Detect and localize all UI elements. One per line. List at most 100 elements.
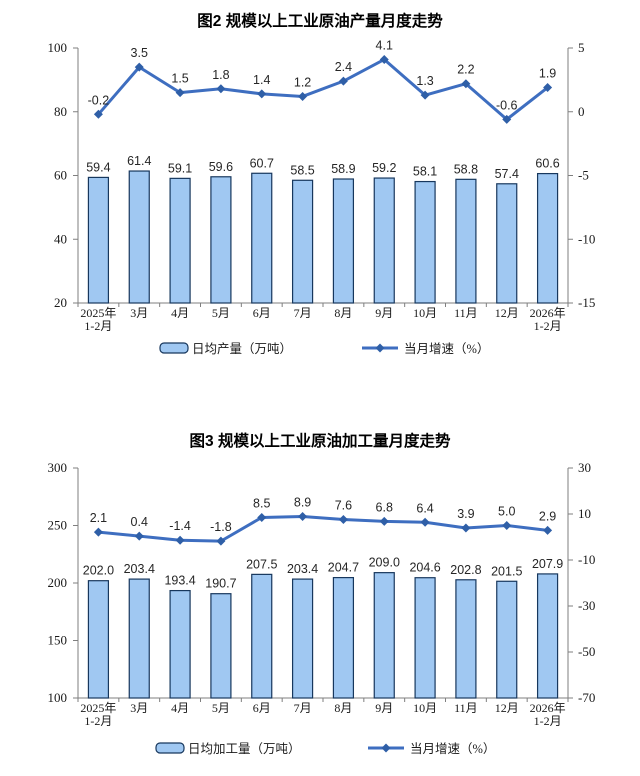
line-marker-icon bbox=[175, 535, 185, 545]
line-marker-icon bbox=[134, 62, 144, 72]
line-marker-icon bbox=[257, 89, 267, 99]
x-category-label: 10月 bbox=[413, 701, 437, 715]
figure3-title: 图3 规模以上工业原油加工量月度走势 bbox=[190, 431, 451, 450]
bar-value-label: 209.0 bbox=[369, 556, 400, 570]
x-category-label: 12月 bbox=[495, 306, 519, 320]
line-value-label: 4.1 bbox=[376, 38, 393, 52]
bar-value-label: 58.5 bbox=[290, 163, 314, 177]
bar bbox=[536, 573, 559, 699]
bar bbox=[332, 576, 355, 699]
figure3-chart-svg: 图3 规模以上工业原油加工量月度走势 300 250 200 150 100 30 10 -1… bbox=[48, 431, 596, 756]
bar bbox=[87, 176, 110, 304]
growth-line bbox=[96, 515, 550, 543]
right-axis-tick-label: -10 bbox=[578, 552, 595, 567]
line-value-label: 2.9 bbox=[539, 509, 556, 523]
figure2-chart-svg: 图2 规模以上工业原油产量月度走势 100 80 60 40 20 5 0 -5 -10 -15 5… bbox=[48, 11, 596, 356]
line-marker-icon bbox=[298, 91, 308, 101]
x-category-label: 8月 bbox=[334, 306, 352, 320]
line-marker-icon bbox=[134, 531, 144, 541]
left-axis-tick-label: 40 bbox=[54, 231, 67, 246]
bar-value-label: 58.9 bbox=[331, 162, 355, 176]
line-marker-icon bbox=[338, 515, 348, 525]
line-series-legend-label: 当月增速（%） bbox=[404, 341, 489, 356]
bar-value-label: 58.1 bbox=[413, 165, 437, 179]
bar bbox=[291, 578, 314, 699]
figure2-plot-group: 100 80 60 40 20 5 0 -5 -10 -15 59.4 61.4 59.1 59.6 60.… bbox=[48, 38, 596, 333]
bar bbox=[373, 572, 395, 699]
line-value-label: 8.9 bbox=[294, 496, 311, 510]
x-category-label: 10月 bbox=[413, 306, 437, 320]
bar bbox=[291, 179, 314, 304]
bar-value-label: 204.6 bbox=[409, 561, 440, 575]
line-value-label: 2.4 bbox=[335, 60, 352, 74]
right-axis-tick-label: 30 bbox=[578, 460, 591, 475]
bar-value-label: 57.4 bbox=[495, 167, 519, 181]
line-marker-icon bbox=[461, 523, 471, 533]
growth-line bbox=[96, 57, 550, 121]
bar bbox=[373, 177, 395, 304]
line-value-label: 2.1 bbox=[90, 511, 107, 525]
bar-value-label: 207.5 bbox=[246, 557, 277, 571]
left-axis-tick-label: 300 bbox=[48, 460, 68, 475]
right-axis-tick-label: -5 bbox=[578, 168, 589, 183]
bar-value-label: 193.4 bbox=[164, 574, 195, 588]
left-axis-tick-label: 20 bbox=[54, 295, 67, 310]
figure3-legend: 日均加工量（万吨） 当月增速（%） bbox=[155, 741, 495, 756]
bar-value-label: 202.8 bbox=[450, 563, 481, 577]
line-marker-icon bbox=[543, 525, 553, 535]
bar bbox=[332, 178, 355, 304]
figure2-legend: 日均产量（万吨） 当月增速（%） bbox=[159, 341, 489, 356]
line-marker-icon bbox=[257, 512, 267, 522]
right-axis-tick-label: -70 bbox=[578, 690, 595, 705]
line-marker-icon bbox=[93, 109, 103, 119]
bar bbox=[414, 180, 436, 304]
line-marker-icon bbox=[338, 76, 348, 86]
bar-series-legend-label: 日均产量（万吨） bbox=[192, 342, 292, 356]
x-category-label: 11月 bbox=[454, 701, 478, 715]
x-category-label: 3月 bbox=[130, 306, 148, 320]
bar-value-label: 204.7 bbox=[328, 561, 359, 575]
x-category-label: 12月 bbox=[495, 701, 519, 715]
right-axis-tick-label: -10 bbox=[578, 231, 595, 246]
x-category-label: 4月 bbox=[171, 306, 189, 320]
bar-value-label: 201.5 bbox=[491, 564, 522, 578]
line-marker-icon bbox=[93, 527, 103, 537]
line-marker-icon bbox=[420, 90, 430, 100]
bar-value-label: 207.9 bbox=[532, 557, 563, 571]
line-series-legend-marker-icon bbox=[381, 743, 391, 753]
bar-value-label: 61.4 bbox=[127, 154, 151, 168]
line-marker-icon bbox=[216, 84, 226, 94]
line-marker-icon bbox=[298, 512, 308, 522]
line-marker-icon bbox=[543, 83, 553, 93]
bar-series-legend-swatch bbox=[155, 742, 185, 754]
line-value-label: 1.4 bbox=[253, 73, 270, 87]
line-marker-icon bbox=[216, 536, 226, 546]
x-category-label: 7月 bbox=[294, 306, 312, 320]
line-value-label: 2.2 bbox=[457, 63, 474, 77]
line-value-label: 1.2 bbox=[294, 75, 311, 89]
bar bbox=[455, 579, 477, 699]
x-category-label: 2026年 1-2月 bbox=[530, 306, 566, 333]
line-value-label: 6.8 bbox=[376, 500, 393, 514]
bar bbox=[210, 593, 232, 699]
line-marker-icon bbox=[461, 79, 471, 89]
x-category-label: 6月 bbox=[253, 701, 271, 715]
left-axis-tick-label: 100 bbox=[48, 690, 68, 705]
left-axis-tick-label: 250 bbox=[48, 518, 68, 533]
bar-value-label: 203.4 bbox=[287, 562, 318, 576]
x-category-label: 9月 bbox=[375, 701, 393, 715]
x-category-label: 5月 bbox=[212, 701, 230, 715]
line-series-legend-marker-icon bbox=[375, 343, 385, 353]
right-axis-tick-label: 5 bbox=[578, 40, 585, 55]
left-axis-tick-label: 80 bbox=[54, 104, 67, 119]
bar-value-label: 58.8 bbox=[454, 162, 478, 176]
x-category-label: 11月 bbox=[454, 306, 478, 320]
bar-value-label: 60.7 bbox=[250, 156, 274, 170]
bar bbox=[169, 589, 191, 699]
left-axis-tick-label: 100 bbox=[48, 40, 68, 55]
bar bbox=[251, 573, 273, 699]
bar bbox=[251, 172, 273, 304]
line-value-label: -1.8 bbox=[210, 520, 232, 534]
x-category-label: 4月 bbox=[171, 701, 189, 715]
x-category-label: 5月 bbox=[212, 306, 230, 320]
